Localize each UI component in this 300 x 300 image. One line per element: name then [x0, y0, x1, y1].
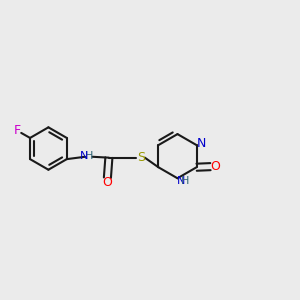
- Text: O: O: [102, 176, 112, 189]
- Text: N: N: [80, 151, 88, 161]
- Text: F: F: [14, 124, 21, 137]
- Text: N: N: [196, 137, 206, 150]
- Text: H: H: [181, 176, 190, 186]
- Text: S: S: [137, 151, 145, 164]
- Text: O: O: [210, 160, 220, 173]
- Text: N: N: [177, 176, 185, 186]
- Text: H: H: [85, 151, 93, 161]
